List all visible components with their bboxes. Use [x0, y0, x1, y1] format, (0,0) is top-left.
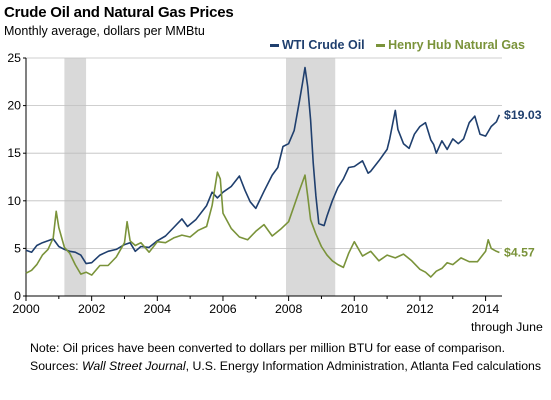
sources-rest: , U.S. Energy Information Administration…: [185, 359, 542, 373]
sources-prefix: Sources:: [30, 359, 82, 373]
y-tick-label: 20: [7, 99, 21, 113]
x-tick-label: 2002: [78, 302, 106, 316]
x-tick-label: 2008: [275, 302, 303, 316]
wti-line: [25, 66, 501, 265]
chart-title: Crude Oil and Natural Gas Prices: [4, 4, 234, 21]
chart-subtitle: Monthly average, dollars per MMBtu: [4, 24, 205, 38]
recession-band: [64, 58, 87, 296]
legend: WTI Crude Oil Henry Hub Natural Gas: [270, 38, 525, 52]
sources-journal: Wall Street Journal: [81, 359, 186, 373]
y-tick-label: 0: [14, 289, 21, 303]
sources: Sources: Wall Street Journal, U.S. Energ…: [30, 358, 545, 374]
legend-henry-label: Henry Hub Natural Gas: [388, 38, 525, 52]
legend-henry: Henry Hub Natural Gas: [376, 38, 525, 52]
y-tick-label: 15: [7, 146, 21, 160]
x-tick-label: 2012: [406, 302, 434, 316]
henry-line: [25, 171, 500, 278]
legend-wti: WTI Crude Oil: [270, 38, 368, 52]
legend-wti-swatch: [270, 44, 279, 48]
end-label-wti: $19.03: [504, 108, 542, 122]
x-tick-label: 2010: [341, 302, 369, 316]
x-tick-label: 2000: [12, 302, 40, 316]
y-tick-label: 5: [14, 241, 21, 255]
through-label: through June: [471, 320, 543, 334]
legend-wti-label: WTI Crude Oil: [282, 38, 365, 52]
x-tick-label: 2014: [472, 302, 500, 316]
x-tick-label: 2004: [144, 302, 172, 316]
y-tick-label: 10: [7, 194, 21, 208]
recession-band: [285, 58, 336, 296]
y-tick-label: 25: [7, 51, 21, 65]
end-label-henry: $4.57: [504, 245, 535, 259]
x-tick-label: 2006: [209, 302, 237, 316]
footnote: Note: Oil prices have been converted to …: [30, 341, 506, 355]
legend-henry-swatch: [376, 44, 386, 48]
